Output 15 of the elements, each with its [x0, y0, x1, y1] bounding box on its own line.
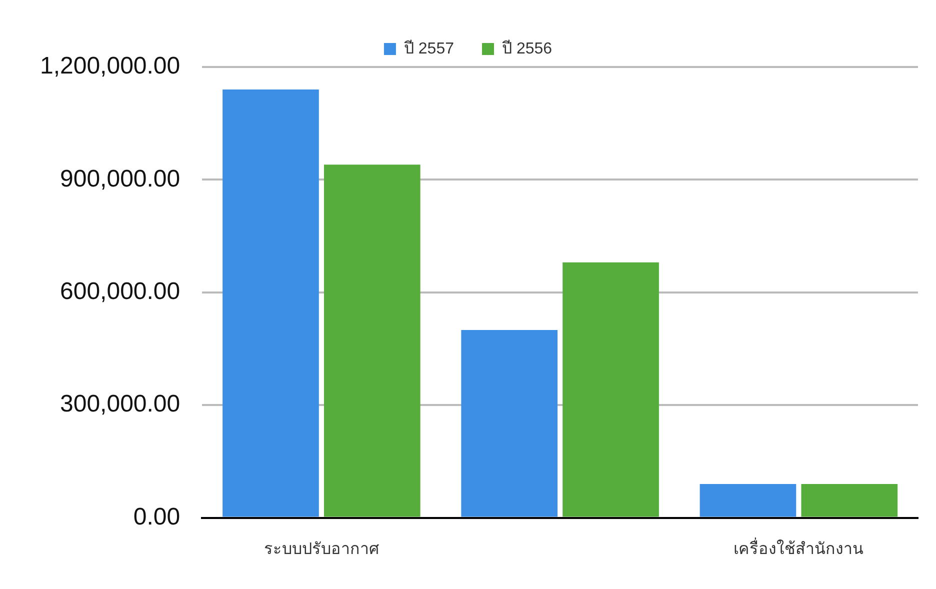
y-tick-label: 0.00 [133, 503, 180, 530]
bar [700, 484, 796, 517]
bar [222, 90, 319, 517]
bar [324, 164, 420, 517]
legend-label: ปี 2557 [404, 39, 454, 58]
y-tick-label: 600,000.00 [60, 278, 180, 306]
y-tick-label: 900,000.00 [60, 165, 180, 192]
bar [801, 484, 898, 517]
bar [562, 262, 659, 517]
bar [461, 330, 558, 517]
legend-label: ปี 2556 [502, 39, 552, 58]
x-tick-label: ระบบปรับอากาศ [264, 540, 379, 558]
y-tick-label: 300,000.00 [60, 390, 180, 418]
y-tick-label: 1,200,000.00 [40, 52, 180, 80]
x-tick-label: เครื่องใช้สำนักงาน [734, 536, 864, 558]
